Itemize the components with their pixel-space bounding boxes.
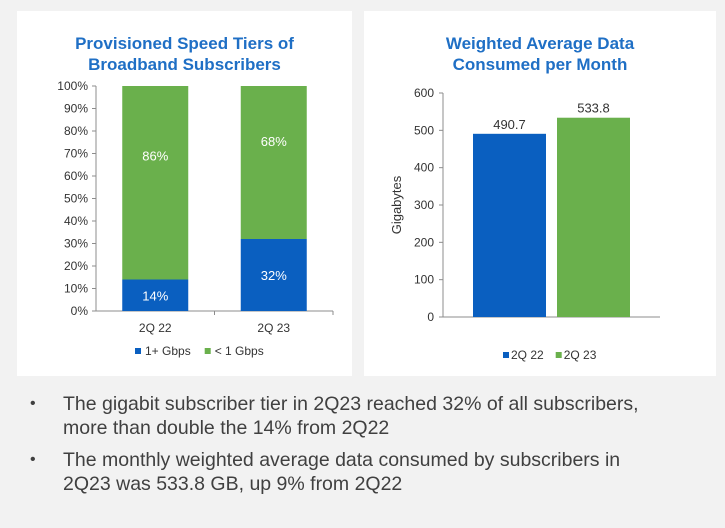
bullet-item-gigabit: • The gigabit subscriber tier in 2Q23 re… [30,392,710,440]
data-label: 86% [142,149,168,164]
y-tick-label: 100 [414,273,434,287]
bullet-list: • The gigabit subscriber tier in 2Q23 re… [30,392,710,504]
y-tick-label: 30% [64,237,88,251]
y-tick-label: 0 [427,310,434,324]
bullet-text-line: The monthly weighted average data consum… [63,449,621,471]
legend-label: 2Q 23 [564,348,597,362]
y-tick-label: 100% [57,79,88,93]
y-tick-label: 0% [71,304,89,318]
speed-tier-title-line-1: Provisioned Speed Tiers of [75,34,294,53]
data-label: 32% [261,268,287,283]
y-tick-label: 400 [414,161,434,175]
x-tick-label: 2Q 22 [139,321,172,335]
bar-segment-gigabit [122,279,189,311]
y-tick-label: 10% [64,282,88,296]
bar-2q22 [473,133,546,317]
data-consumed-chart-title: Weighted Average Data Consumed per Month [364,33,716,75]
y-tick-label: 200 [414,235,434,249]
speed-tier-chart-panel: Provisioned Speed Tiers of Broadband Sub… [17,11,352,376]
data-label: 14% [142,288,168,303]
data-consumed-chart-panel: Weighted Average Data Consumed per Month… [364,11,716,376]
y-tick-label: 80% [64,124,88,138]
y-axis-label: Gigabytes [389,175,404,234]
data-label: 68% [261,134,287,149]
legend-label: 1+ Gbps [145,344,191,358]
bullet-marker: • [30,451,36,468]
legend-swatch [555,352,562,358]
y-tick-label: 500 [414,123,434,137]
y-tick-label: 600 [414,86,434,100]
data-label: 533.8 [577,101,610,116]
bar-segment-gigabit [240,239,307,311]
speed-tier-stacked-bar-chart: 0% 10% 20% 30% 40% 50% 60% 70% 80% 90% 100% 14% 86% 2… [57,79,334,358]
legend-label: 2Q 22 [511,348,544,362]
bullet-text-line: The gigabit subscriber tier in 2Q23 reac… [63,393,639,415]
y-tick-label: 20% [64,259,88,273]
speed-tier-title-line-2: Broadband Subscribers [88,55,281,74]
bar-2q23 [557,117,630,318]
bar-segment-sub-gigabit [122,86,189,280]
y-tick-label: 60% [64,169,88,183]
speed-tier-chart-title: Provisioned Speed Tiers of Broadband Sub… [17,33,352,75]
x-tick-label: 2Q 23 [257,321,290,335]
bullet-text-line: 2Q23 was 533.8 GB, up 9% from 2Q22 [63,473,403,495]
y-tick-label: 50% [64,192,88,206]
data-consumed-title-line-1: Weighted Average Data [445,34,635,53]
bar-segment-sub-gigabit [240,86,307,239]
bullet-text-line: more than double the 14% from 2Q22 [63,417,390,439]
y-tick-label: 70% [64,147,88,161]
y-tick-label: 40% [64,214,88,228]
legend-swatch [204,348,211,354]
y-tick-label: 90% [64,102,88,116]
data-consumed-bar-chart: 0 100 200 300 400 500 600 Gigabytes 490.7 533.8 2Q… [389,86,660,362]
legend-swatch [135,348,141,354]
legend-swatch [503,352,509,358]
bullet-marker: • [30,395,36,412]
y-tick-label: 300 [414,198,434,212]
bullet-item-data-consumed: • The monthly weighted average data cons… [30,448,710,496]
legend-label: < 1 Gbps [215,344,264,358]
data-consumed-title-line-2: Consumed per Month [452,55,628,74]
data-label: 490.7 [493,117,526,132]
